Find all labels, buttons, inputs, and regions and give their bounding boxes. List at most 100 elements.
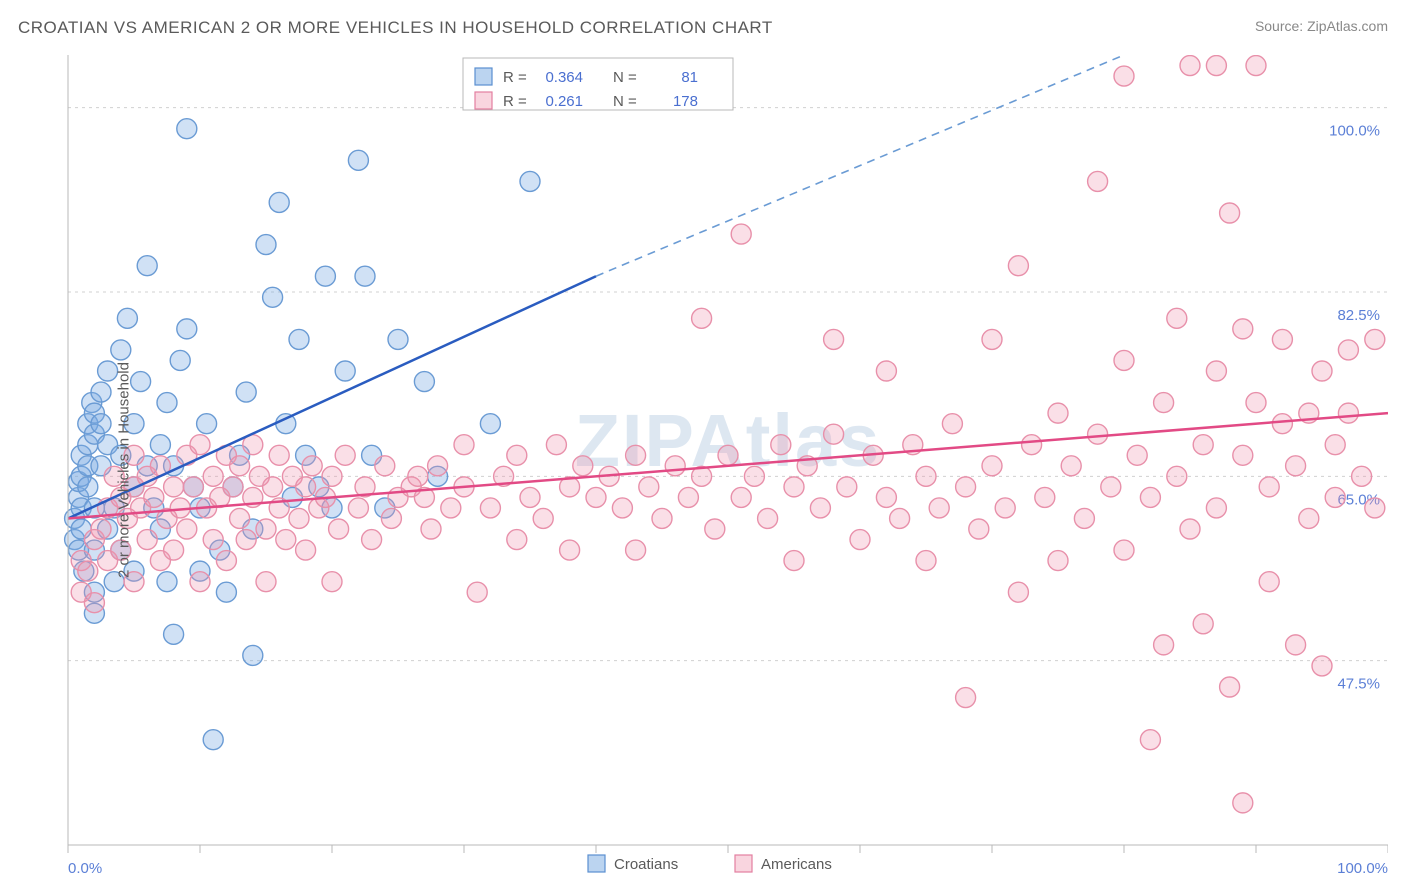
data-point [1246,393,1266,413]
data-point [1180,519,1200,539]
y-tick-label: 82.5% [1337,307,1380,324]
data-point [942,414,962,434]
data-point [1167,308,1187,328]
data-point [296,477,316,497]
data-point [78,561,98,581]
data-point [824,329,844,349]
data-point [1233,793,1253,813]
data-point [329,519,349,539]
data-point [177,319,197,339]
data-point [190,572,210,592]
data-point [956,477,976,497]
data-point [362,530,382,550]
data-point [784,551,804,571]
data-point [381,508,401,528]
data-point [1193,435,1213,455]
data-point [137,256,157,276]
data-point [375,456,395,476]
data-point [507,445,527,465]
legend-swatch [475,68,492,85]
chart-title: CROATIAN VS AMERICAN 2 OR MORE VEHICLES … [18,18,773,38]
data-point [956,688,976,708]
data-point [1206,498,1226,518]
data-point [177,119,197,139]
data-point [91,414,111,434]
data-point [916,551,936,571]
data-point [784,477,804,497]
data-point [982,329,1002,349]
data-point [1140,487,1160,507]
legend-r-label: R = [503,93,527,110]
data-point [170,350,190,370]
data-point [1114,350,1134,370]
data-point [223,477,243,497]
y-tick-label: 100.0% [1329,123,1380,140]
data-point [982,456,1002,476]
data-point [203,466,223,486]
data-point [131,372,151,392]
data-point [626,540,646,560]
data-point [454,435,474,455]
data-point [995,498,1015,518]
data-point [1365,329,1385,349]
data-point [639,477,659,497]
data-point [507,530,527,550]
data-point [137,530,157,550]
legend-r-label: R = [503,69,527,86]
data-point [289,508,309,528]
data-point [157,393,177,413]
data-point [1127,445,1147,465]
data-point [744,466,764,486]
scatter-plot: 47.5%65.0%82.5%100.0%ZIPAtlas0.0%100.0%R… [18,55,1388,885]
data-point [533,508,553,528]
data-point [78,477,98,497]
data-point [810,498,830,518]
data-point [197,414,217,434]
data-point [1048,551,1068,571]
data-point [236,382,256,402]
legend-n-value: 178 [673,93,698,110]
data-point [520,171,540,191]
data-point [573,456,593,476]
legend-n-label: N = [613,93,637,110]
data-point [243,645,263,665]
data-point [731,487,751,507]
data-point [1022,435,1042,455]
data-point [335,361,355,381]
data-point [164,540,184,560]
data-point [203,730,223,750]
data-point [1286,635,1306,655]
data-point [586,487,606,507]
data-point [1088,424,1108,444]
data-point [117,308,137,328]
data-point [190,435,210,455]
data-point [276,530,296,550]
data-point [1365,498,1385,518]
data-point [1154,393,1174,413]
data-point [150,435,170,455]
data-point [263,287,283,307]
data-point [771,435,791,455]
data-point [1233,319,1253,339]
data-point [144,487,164,507]
data-point [546,435,566,455]
data-point [348,150,368,170]
data-point [1061,456,1081,476]
data-point [1259,477,1279,497]
data-point [84,593,104,613]
header-row: CROATIAN VS AMERICAN 2 OR MORE VEHICLES … [18,18,1388,38]
data-point [1220,203,1240,223]
data-point [1246,56,1266,76]
data-point [177,519,197,539]
data-point [1338,403,1358,423]
data-point [302,456,322,476]
data-point [428,456,448,476]
data-point [1312,656,1332,676]
data-point [256,572,276,592]
data-point [1352,466,1372,486]
series-swatch [588,855,605,872]
data-point [1088,171,1108,191]
series-label: Croatians [614,856,678,873]
data-point [705,519,725,539]
data-point [230,456,250,476]
